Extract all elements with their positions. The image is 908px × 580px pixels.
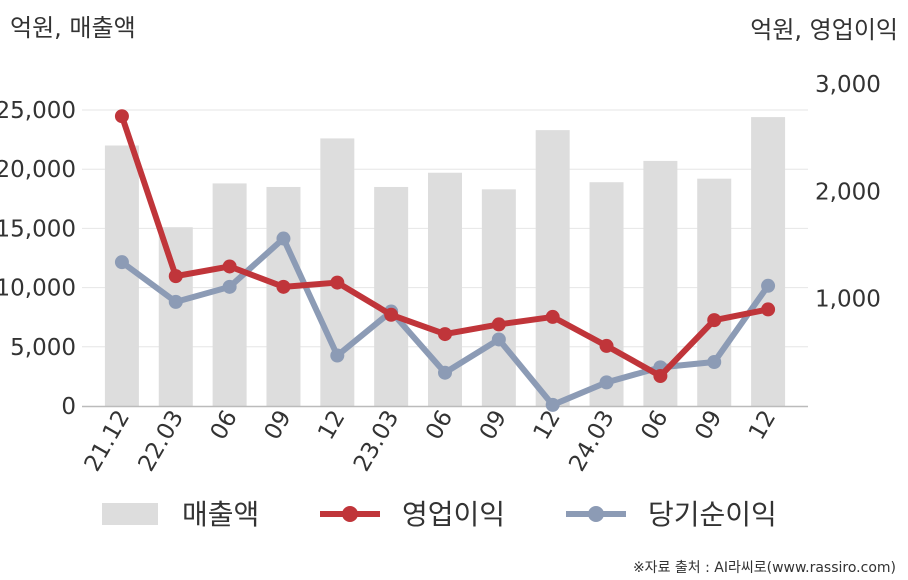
bar xyxy=(266,186,301,406)
data-point xyxy=(545,309,560,324)
legend-label: 당기순이익 xyxy=(648,498,777,531)
data-point xyxy=(276,279,291,294)
left-axis-label: 억원, 매출액 xyxy=(10,14,136,42)
data-point xyxy=(330,275,345,290)
data-point xyxy=(545,397,560,412)
x-tick-label: 21.12 xyxy=(80,406,135,476)
profit-lines xyxy=(114,109,776,412)
x-tick-label: 06 xyxy=(421,406,458,444)
bar xyxy=(481,189,516,406)
right-axis-ticks: 1,000 2,000 3,000 xyxy=(815,72,881,313)
data-point xyxy=(222,259,237,274)
data-point xyxy=(707,354,722,369)
right-axis-label: 억원, 영업이익 xyxy=(750,16,898,44)
bar xyxy=(158,227,193,406)
data-point xyxy=(761,302,776,317)
legend-swatch-marker xyxy=(588,506,604,522)
x-tick-label: 09 xyxy=(690,406,727,444)
data-point xyxy=(438,365,452,380)
legend-label: 매출액 xyxy=(182,498,259,531)
bar xyxy=(104,145,139,406)
data-point xyxy=(330,348,345,363)
data-point xyxy=(653,368,668,383)
data-point xyxy=(114,255,129,270)
data-point xyxy=(761,278,776,293)
left-axis-ticks: 0 5,000 10,000 15,000 20,000 25,000 xyxy=(0,98,76,420)
data-point xyxy=(599,375,614,390)
x-tick-label: 06 xyxy=(636,406,673,444)
data-point xyxy=(707,313,722,328)
bar xyxy=(697,178,732,406)
left-tick-label: 20,000 xyxy=(0,157,76,183)
legend: 매출액 영업이익 당기순이익 xyxy=(102,498,777,531)
x-tick-label: 12 xyxy=(529,406,566,444)
x-tick-label: 06 xyxy=(206,406,243,444)
x-tick-label: 23.03 xyxy=(349,406,404,476)
data-point xyxy=(114,109,129,124)
x-tick-label: 12 xyxy=(744,406,781,444)
bar xyxy=(535,130,570,407)
bar xyxy=(374,186,409,406)
bar xyxy=(589,182,624,406)
x-tick-label: 09 xyxy=(475,406,512,444)
source-note: ※자료 출처 : AI라씨로(www.rassiro.com) xyxy=(633,560,896,576)
left-tick-label: 10,000 xyxy=(0,276,76,302)
data-point xyxy=(599,338,614,353)
data-point xyxy=(384,307,399,322)
left-tick-label: 15,000 xyxy=(0,216,76,242)
data-point xyxy=(491,332,506,347)
right-tick-label: 2,000 xyxy=(815,179,881,205)
left-tick-label: 5,000 xyxy=(10,335,76,361)
data-point xyxy=(276,231,291,246)
legend-label: 영업이익 xyxy=(402,498,505,531)
bar xyxy=(320,138,355,406)
legend-swatch-bar xyxy=(102,503,158,525)
right-tick-label: 1,000 xyxy=(815,287,881,313)
bar xyxy=(751,117,786,406)
data-point xyxy=(168,269,183,284)
legend-swatch-marker xyxy=(342,506,358,522)
right-tick-label: 3,000 xyxy=(815,72,881,98)
x-tick-label: 12 xyxy=(313,406,350,444)
left-tick-label: 25,000 xyxy=(0,98,76,124)
data-point xyxy=(438,327,452,342)
data-point xyxy=(168,294,183,309)
data-point xyxy=(491,317,506,332)
x-tick-label: 22.03 xyxy=(134,406,189,476)
bar xyxy=(212,183,247,406)
x-tick-label: 09 xyxy=(260,406,297,444)
x-tick-label: 24.03 xyxy=(564,406,619,476)
left-tick-label: 0 xyxy=(61,394,76,420)
data-point xyxy=(222,279,237,294)
